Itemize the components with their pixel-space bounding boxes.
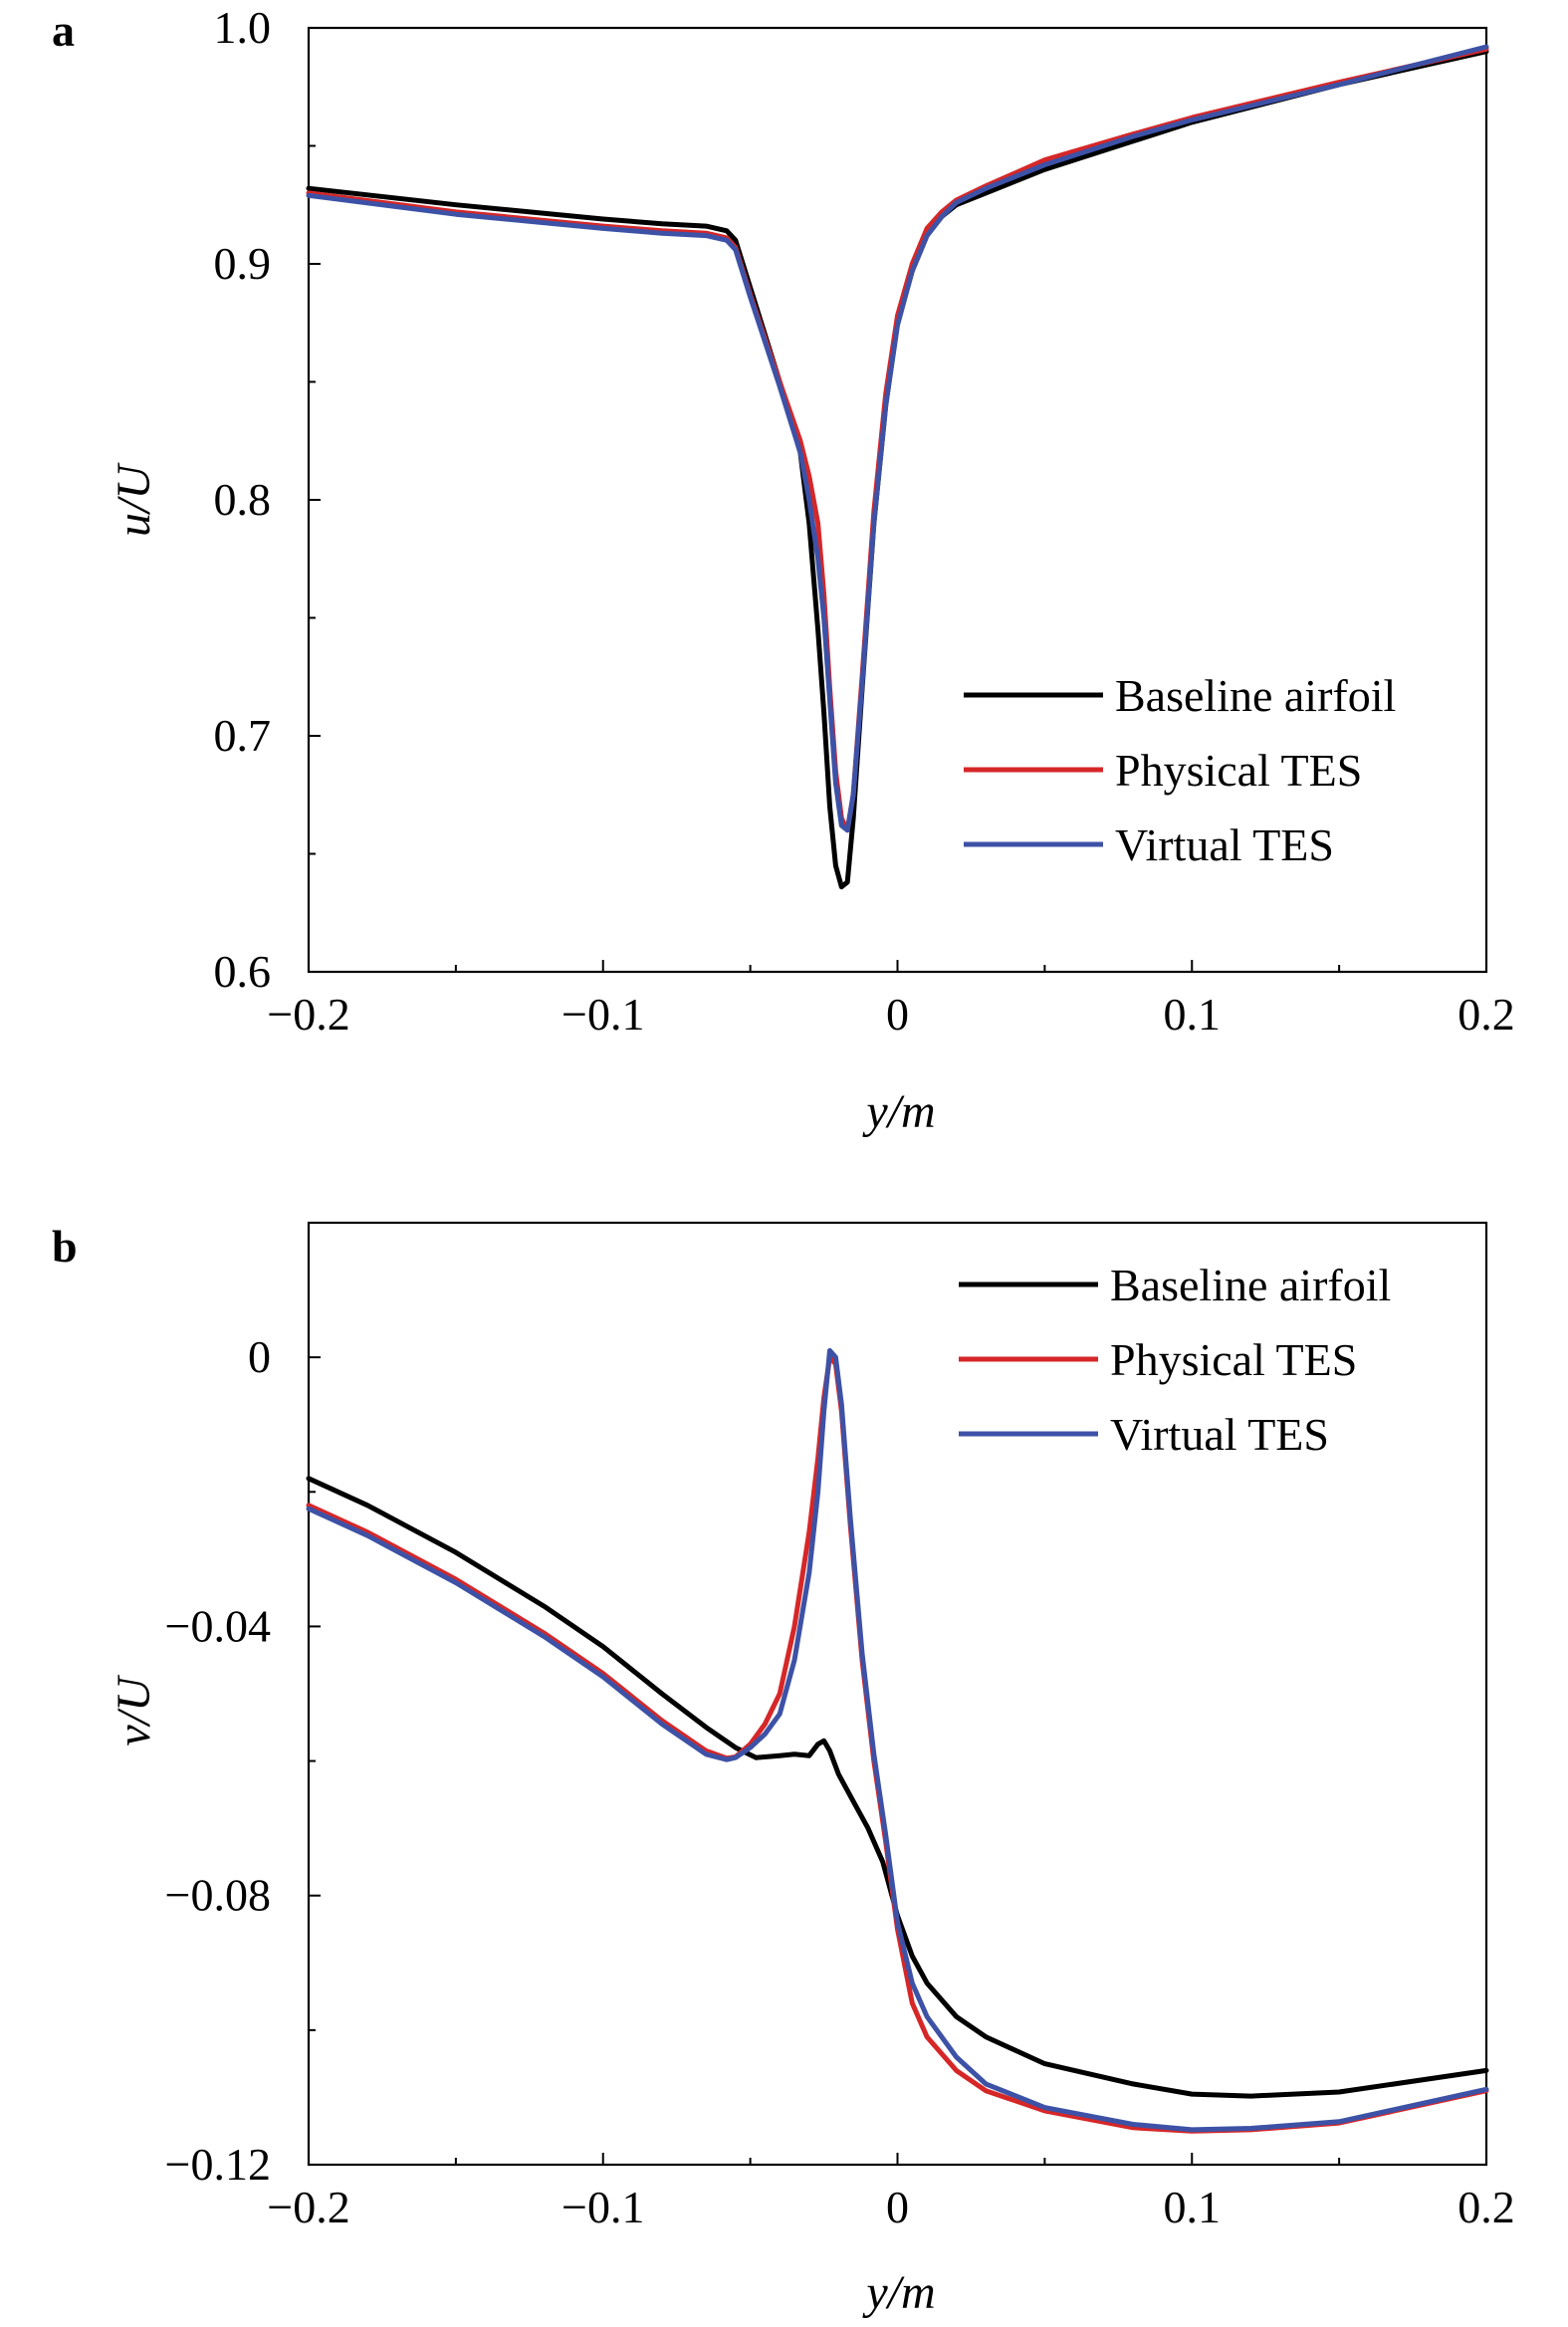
panel-a-x-axis-label: y/m — [861, 1085, 935, 1138]
panel-a-legend-label-1: Physical TES — [1115, 745, 1362, 796]
panel-a-x-tick-label: 0.1 — [1164, 989, 1222, 1040]
panel-b-chart: b −0.2 −0.1 0 0.1 0.2 −0.12 −0.08 −0.04 0 y/m v/U Ba… — [52, 1221, 1515, 2319]
panel-a-series-line-0 — [306, 49, 1489, 890]
panel-b-x-tick-label: −0.2 — [267, 2182, 349, 2232]
panel-a-panel-label: a — [52, 5, 75, 56]
panel-b-panel-label: b — [52, 1221, 78, 1272]
panel-b-series-line-1 — [306, 1354, 1489, 2134]
panel-b-x-axis-label: y/m — [861, 2266, 935, 2319]
panel-a-legend-label-0: Baseline airfoil — [1115, 670, 1396, 721]
panel-b-series-line-2 — [306, 1347, 1489, 2133]
panel-a-y-tick-label: 1.0 — [214, 2, 272, 53]
panel-b-x-tick-label: 0.1 — [1164, 2182, 1222, 2232]
panel-b-y-tick-label: 0 — [248, 1331, 271, 1382]
panel-b-series-line-0 — [306, 1476, 1489, 2099]
panel-b-y-tick-label: −0.04 — [165, 1600, 271, 1651]
panel-b-y-tick-label: −0.12 — [165, 2139, 271, 2190]
panel-b-y-tick-label: −0.08 — [165, 1870, 271, 1921]
panel-a-x-tick-label: 0.2 — [1457, 989, 1515, 1040]
panel-a-y-tick-label: 0.6 — [214, 946, 272, 997]
panel-a-y-tick-label: 0.7 — [214, 710, 272, 761]
panel-a-y-axis-label: u/U — [108, 462, 160, 537]
panel-b-x-tick-label: 0.2 — [1457, 2182, 1515, 2232]
panel-a-legend-label-2: Virtual TES — [1115, 819, 1334, 870]
panel-a-x-tick-label: −0.2 — [267, 989, 349, 1040]
panel-a-y-tick-label: 0.8 — [214, 474, 272, 525]
panel-a-series-line-2 — [306, 44, 1489, 833]
panel-b-legend-label-2: Virtual TES — [1110, 1409, 1329, 1460]
panel-b-x-tick-label: 0 — [886, 2182, 909, 2232]
panel-a-x-tick-label: −0.1 — [561, 989, 644, 1040]
panel-a-chart: a −0.2 −0.1 0 0.1 0.2 0.6 0.7 0.8 0.9 1.0 y/m u/U Bas… — [52, 2, 1515, 1138]
panel-b-y-axis-label: v/U — [108, 1674, 160, 1746]
panel-b-x-tick-label: −0.1 — [561, 2182, 644, 2232]
panel-b-legend-label-0: Baseline airfoil — [1110, 1260, 1391, 1310]
panel-b-legend-label-1: Physical TES — [1110, 1334, 1357, 1385]
panel-a-x-tick-label: 0 — [886, 989, 909, 1040]
panel-a-y-tick-label: 0.9 — [214, 238, 272, 289]
